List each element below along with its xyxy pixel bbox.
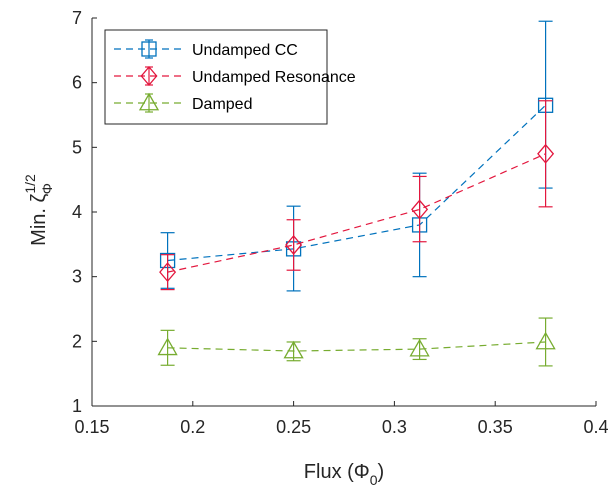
- data-point: [285, 234, 303, 255]
- series-line: [167, 153, 546, 273]
- x-tick-label: 0.35: [478, 417, 513, 437]
- x-axis-label: Flux (Φ0): [304, 461, 384, 488]
- y-tick-label: 7: [72, 8, 82, 28]
- y-tick-label: 2: [72, 331, 82, 351]
- y-tick-label: 3: [72, 267, 82, 287]
- x-tick-label: 0.3: [382, 417, 407, 437]
- legend-marker: [141, 41, 157, 57]
- legend-item: Undamped CC: [114, 39, 298, 59]
- y-tick-label: 6: [72, 73, 82, 93]
- x-tick-label: 0.25: [276, 417, 311, 437]
- series-damped: [157, 317, 556, 367]
- data-point: [537, 143, 555, 164]
- x-tick-label: 0.2: [180, 417, 205, 437]
- data-point: [157, 337, 178, 356]
- legend-marker: [140, 65, 158, 87]
- data-point: [409, 338, 430, 357]
- data-point: [535, 331, 556, 350]
- x-tick-label: 0.15: [74, 417, 109, 437]
- series-layer: [157, 20, 556, 367]
- x-tick-label: 0.4: [583, 417, 608, 437]
- series-line: [167, 104, 547, 262]
- legend-marker: [138, 92, 160, 111]
- legend-items: Undamped CC Undamped Resonance Damped: [114, 39, 356, 113]
- x-ticks: 0.15 0.2 0.25 0.3 0.35 0.4: [74, 401, 609, 437]
- legend-label: Undamped CC: [192, 42, 298, 59]
- y-ticks: 1 2 3 4 5 6 7: [72, 8, 97, 416]
- data-point: [283, 340, 304, 359]
- y-tick-label: 1: [72, 396, 82, 416]
- y-tick-label: 4: [72, 202, 82, 222]
- legend: Undamped CC Undamped Resonance Damped: [104, 29, 356, 125]
- y-axis-label: Min. ζ1/2Φ: [22, 174, 55, 246]
- legend-label: Undamped Resonance: [192, 69, 356, 86]
- series-undamped-resonance: [159, 100, 555, 291]
- data-point: [411, 199, 429, 220]
- legend-label: Damped: [192, 96, 252, 113]
- series-line: [167, 341, 546, 352]
- legend-item: Undamped Resonance: [114, 65, 356, 87]
- legend-item: Damped: [114, 92, 252, 113]
- data-point: [159, 262, 177, 283]
- y-tick-label: 5: [72, 137, 82, 157]
